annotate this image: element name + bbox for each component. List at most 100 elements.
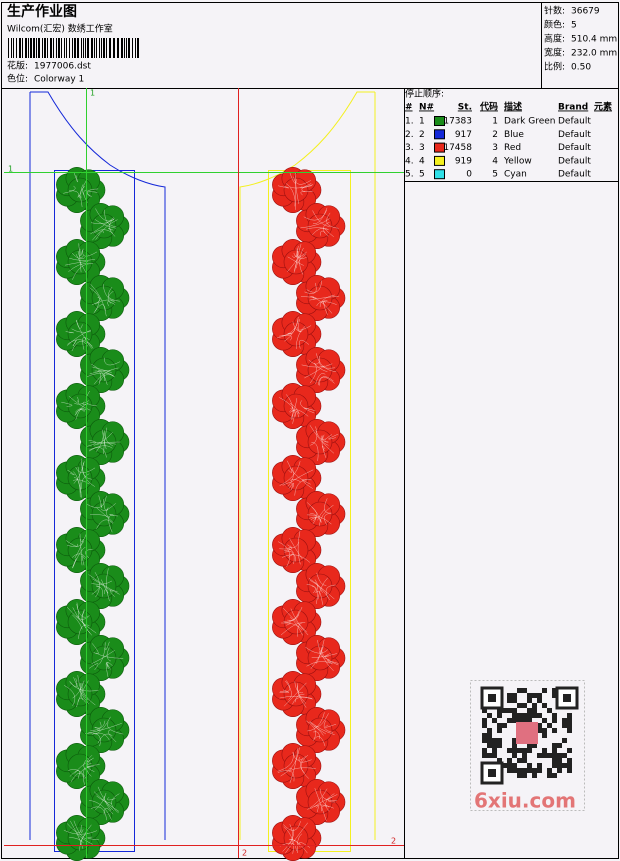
stitch: [314, 581, 329, 598]
qr-dot: [522, 753, 527, 758]
stitch: [61, 401, 73, 407]
stitch: [283, 545, 293, 551]
stitch: [292, 321, 303, 332]
qr-dot: [507, 708, 512, 713]
cell: 1.: [405, 117, 414, 127]
table-title: 停止顺序:: [405, 88, 444, 100]
qr-dot: [542, 753, 547, 758]
swatch: [434, 142, 445, 153]
stitch: [94, 370, 102, 383]
cell: 3: [419, 143, 425, 153]
qr-dot: [557, 758, 562, 763]
stitch: [277, 751, 294, 772]
stitch: [315, 373, 326, 384]
flower: [272, 527, 322, 573]
stitch: [73, 820, 87, 840]
qr-dot: [482, 733, 487, 738]
cell: 1: [492, 117, 498, 127]
qr-dot: [507, 748, 512, 753]
stitch: [89, 447, 107, 458]
column-header: Brand: [558, 103, 588, 113]
stitch: [71, 252, 84, 259]
qr-dot: [527, 743, 532, 748]
flower: [80, 203, 130, 249]
column-header: #: [405, 103, 413, 113]
qr-dot: [527, 718, 532, 723]
flower: [80, 563, 130, 609]
qr-dot: [552, 758, 557, 763]
qr-dot: [512, 713, 517, 718]
stitch: [96, 519, 114, 529]
stitch: [98, 495, 103, 508]
qr-dot: [552, 728, 557, 733]
bar: [38, 38, 40, 58]
stat-value: 5: [571, 21, 577, 31]
stitch: [284, 680, 292, 700]
column-header: St.: [458, 103, 472, 113]
stitch: [107, 730, 117, 743]
stitch: [324, 434, 333, 443]
stitch: [90, 806, 108, 821]
swatch: [434, 155, 445, 166]
petal: [91, 213, 117, 239]
stitch: [93, 367, 119, 385]
stitch: [320, 788, 337, 801]
qr-dot: [542, 748, 547, 753]
stitch: [325, 584, 336, 601]
stat-value: 0.50: [571, 63, 591, 73]
stitch: [277, 770, 295, 782]
qr-dot: [517, 768, 522, 773]
qr-dot: [497, 738, 502, 743]
qr-dot: [567, 728, 572, 733]
bar: [58, 38, 60, 58]
qr-dot: [482, 723, 487, 728]
flower: [272, 815, 322, 861]
stitch: [293, 251, 307, 258]
qr-dot: [487, 753, 492, 758]
qr-dot: [517, 713, 522, 718]
bar: [106, 38, 107, 58]
qr-dot: [567, 763, 572, 768]
stitch: [279, 461, 301, 486]
bar: [25, 38, 27, 58]
stitch: [103, 498, 109, 511]
petal: [67, 177, 93, 203]
qr-dot: [512, 768, 517, 773]
qr-dot: [537, 728, 542, 733]
qr-dot: [497, 758, 502, 763]
stitch: [306, 514, 332, 525]
cell: 3.: [405, 143, 414, 153]
stitch: [91, 732, 110, 741]
stitch: [317, 577, 328, 600]
stitch: [86, 495, 107, 508]
qr-dot: [552, 713, 557, 718]
stitch: [300, 218, 330, 229]
bar: [13, 38, 14, 58]
design-area: 1 1 2 2: [4, 88, 404, 861]
flower: [272, 743, 322, 789]
stitch: [69, 837, 84, 844]
stitch: [72, 680, 85, 699]
stitch: [65, 331, 74, 334]
stitch: [67, 469, 75, 476]
bar: [28, 38, 29, 58]
bar: [33, 38, 35, 58]
stitch: [77, 195, 83, 207]
flower: [272, 671, 322, 717]
stitch: [283, 621, 291, 626]
stitch: [63, 185, 76, 194]
qr-dot: [552, 748, 557, 753]
bar: [44, 38, 46, 58]
stitch: [312, 736, 326, 747]
qr-dot: [522, 768, 527, 773]
cell: 4: [419, 156, 425, 166]
qr-dot: [527, 768, 532, 773]
stitch: [78, 243, 82, 273]
stitch: [90, 283, 107, 317]
flower: [272, 599, 322, 645]
stitch: [305, 720, 316, 740]
stitch: [279, 689, 289, 693]
stitch: [89, 800, 112, 820]
stitch: [107, 227, 114, 231]
stitch: [81, 616, 91, 634]
